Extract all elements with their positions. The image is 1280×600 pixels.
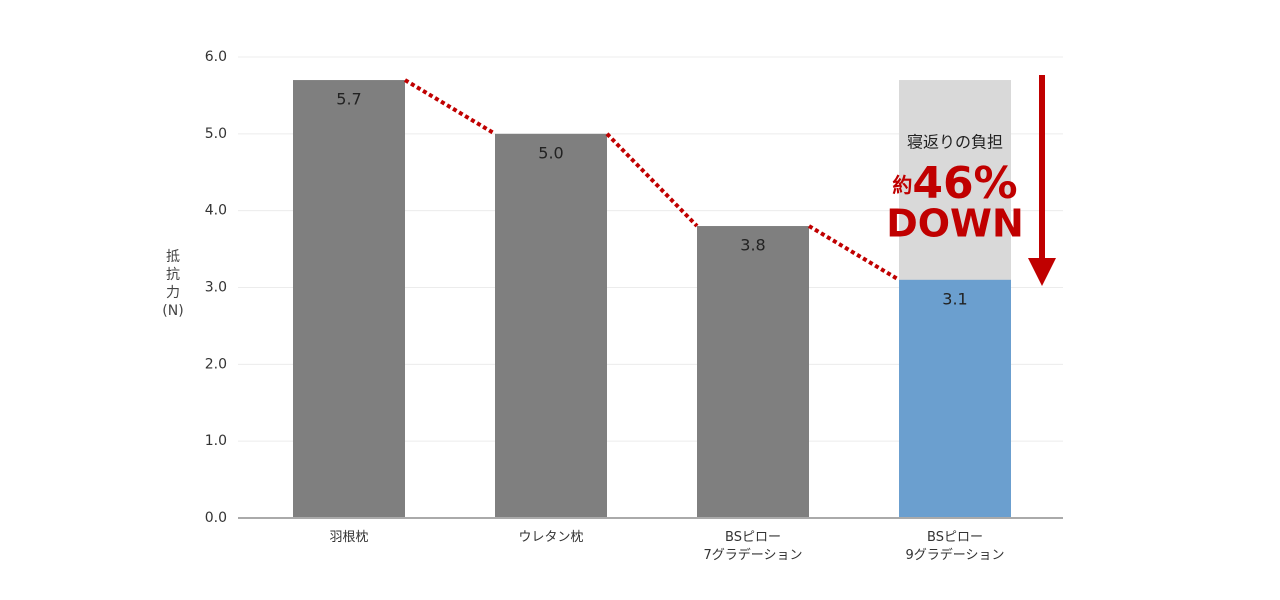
y-tick-label: 0.0: [205, 510, 227, 526]
x-tick-label: BSピロー 9グラデーション: [905, 530, 1005, 563]
value-label: 3.8: [740, 236, 765, 255]
x-tick-label: 羽根枕: [329, 530, 369, 545]
y-axis-label: 抵抗力(N): [162, 249, 184, 319]
y-tick-label: 6.0: [205, 49, 227, 65]
bar: [697, 226, 809, 519]
y-tick-label: 5.0: [205, 126, 227, 142]
connector: [605, 132, 699, 228]
value-label: 3.1: [942, 289, 967, 308]
x-tick-label: BSピロー 7グラデーション: [703, 530, 803, 563]
value-label: 5.7: [336, 90, 361, 109]
bar: [899, 279, 1011, 518]
connector: [403, 78, 497, 136]
bar: [293, 80, 405, 519]
y-tick-label: 1.0: [205, 433, 227, 449]
annotation-text: 寝返りの負担: [907, 133, 1003, 152]
y-tick-label: 2.0: [205, 356, 227, 372]
annotation-percent: 46%: [912, 158, 1017, 209]
connector: [807, 224, 901, 282]
annotation-value: 約46%: [892, 158, 1017, 209]
y-tick-label: 3.0: [205, 280, 227, 296]
bar: [495, 133, 607, 519]
y-tick-label: 4.0: [205, 203, 227, 219]
annotation-suffix: DOWN: [886, 202, 1024, 246]
annotation-prefix: 約: [892, 173, 912, 197]
plot: 0.0 1.0 2.0 3.0 4.0 5.0 6.0 5.7 5.0 3.8 3.1 寝返りの負担約…: [205, 49, 1063, 526]
value-label: 5.0: [538, 143, 563, 162]
x-tick-label: ウレタン枕: [518, 530, 584, 545]
down-arrow-head: [1028, 258, 1056, 286]
